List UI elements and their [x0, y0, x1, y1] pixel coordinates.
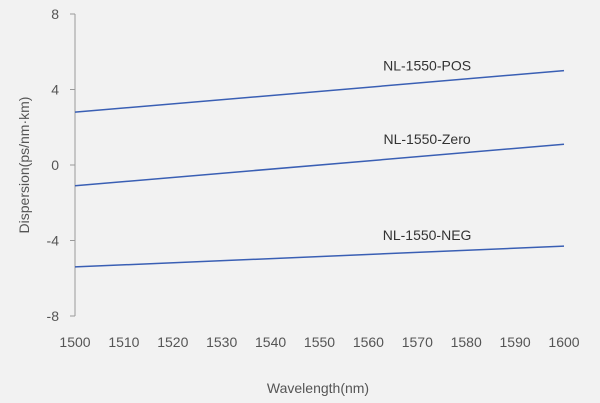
x-tick-label: 1550 [304, 334, 335, 350]
x-tick-label: 1570 [402, 334, 433, 350]
x-tick-label: 1560 [353, 334, 384, 350]
x-axis-title: Wavelength(nm) [267, 380, 369, 396]
series-line-0 [74, 69, 565, 113]
y-tick-label: 4 [51, 82, 59, 98]
x-tick-label: 1580 [451, 334, 482, 350]
x-tick-label: 1500 [59, 334, 90, 350]
x-tick-label: 1530 [206, 334, 237, 350]
series-label-1: NL-1550-Zero [384, 131, 471, 147]
series-group: NL-1550-POS NL-1550-Zero NL-1550-NEG [74, 57, 565, 268]
x-tick-label: 1540 [255, 334, 286, 350]
series-label-2: NL-1550-NEG [383, 227, 472, 243]
y-tick-label: -8 [47, 308, 60, 324]
x-tick-label: 1520 [157, 334, 188, 350]
y-tick-label: 8 [51, 6, 59, 22]
series-line-1 [74, 143, 565, 187]
y-tick-label: -4 [47, 233, 60, 249]
y-axis-ticks: 8 4 0 -4 -8 [47, 6, 75, 324]
x-axis-ticks: 1500 1510 1520 1530 1540 1550 1560 1570 1580 1590… [59, 334, 579, 350]
x-tick-label: 1590 [500, 334, 531, 350]
y-tick-label: 0 [51, 157, 59, 173]
series-label-0: NL-1550-POS [383, 57, 471, 73]
x-tick-label: 1600 [548, 334, 579, 350]
series-line-2 [74, 245, 565, 268]
axes: 8 4 0 -4 -8 1500 1510 1520 1530 1540 1550 1560 1570… [47, 6, 580, 350]
x-tick-label: 1510 [108, 334, 139, 350]
y-axis-title: Dispersion(ps/nm·km) [16, 97, 32, 234]
